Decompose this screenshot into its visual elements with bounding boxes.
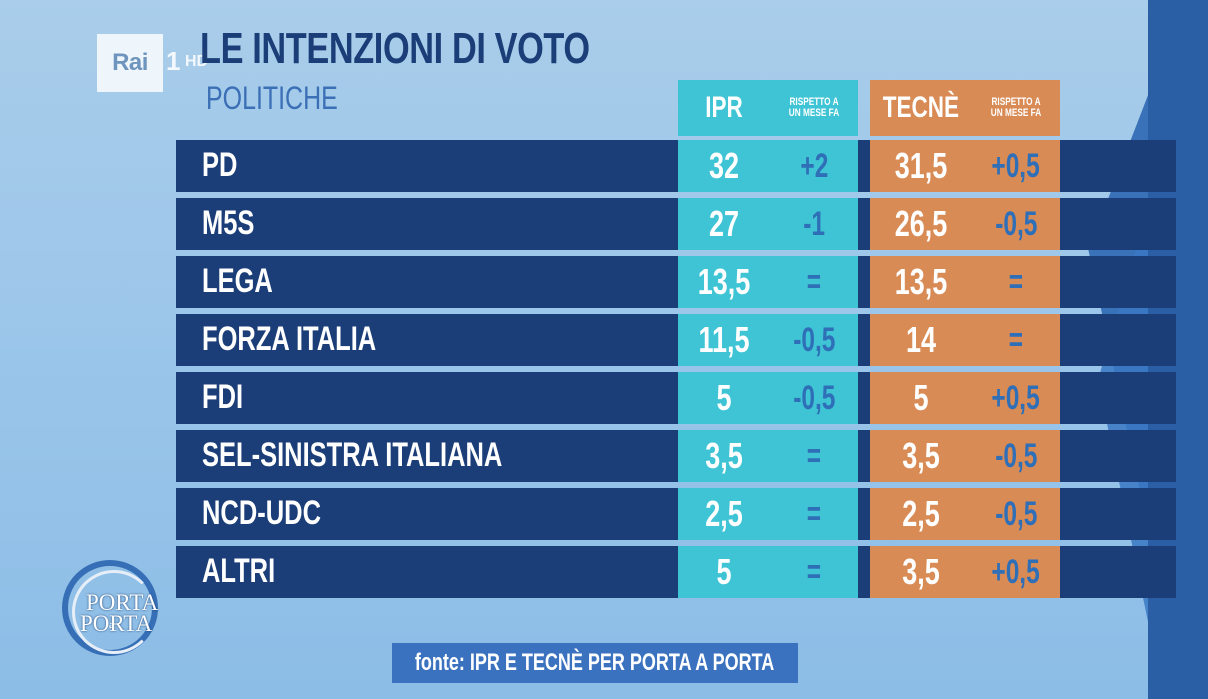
ipr-value-cell: 27 (678, 198, 770, 250)
ipr-delta: = (806, 436, 822, 475)
party-label: M5S (202, 204, 255, 242)
party-label: PD (202, 146, 238, 184)
ipr-delta: -0,5 (792, 378, 836, 417)
tecne-value: 3,5 (902, 551, 940, 592)
tecne-delta: +0,5 (991, 146, 1041, 185)
ipr-delta: -0,5 (792, 320, 836, 359)
ipr-value: 5 (716, 377, 732, 418)
table-row: M5S 27 -1 26,5 -0,5 (176, 198, 1176, 250)
ipr-delta: = (806, 552, 822, 591)
table-row: FORZA ITALIA 11,5 -0,5 14 = (176, 314, 1176, 366)
table-row: ALTRI 5 = 3,5 +0,5 (176, 546, 1176, 598)
party-label: NCD-UDC (202, 494, 321, 532)
ipr-value: 5 (716, 551, 732, 592)
tecne-delta: -0,5 (994, 494, 1038, 533)
chart-title: LE INTENZIONI DI VOTO (200, 24, 590, 73)
ipr-value-cell: 11,5 (678, 314, 770, 366)
ipr-delta-cell: -0,5 (770, 372, 858, 424)
ipr-delta: -1 (803, 204, 825, 243)
party-label: SEL-SINISTRA ITALIANA (202, 436, 503, 474)
tecne-delta: -0,5 (994, 436, 1038, 475)
tecne-delta: = (1008, 320, 1024, 359)
show-logo-word: PORTA (80, 611, 153, 636)
tecne-delta-cell: +0,5 (972, 546, 1060, 598)
party-label: ALTRI (202, 552, 276, 590)
party-label: FDI (202, 378, 244, 416)
ipr-value: 13,5 (697, 261, 751, 302)
tecne-value: 14 (905, 319, 937, 360)
ipr-delta-cell: -1 (770, 198, 858, 250)
tecne-value-cell: 5 (870, 372, 972, 424)
ipr-value-cell: 3,5 (678, 430, 770, 482)
tecne-delta-cell: +0,5 (972, 140, 1060, 192)
tecne-value-cell: 14 (870, 314, 972, 366)
tecne-value-cell: 3,5 (870, 430, 972, 482)
ipr-delta-cell: = (770, 546, 858, 598)
tecne-delta-cell: -0,5 (972, 430, 1060, 482)
tecne-delta: -0,5 (994, 204, 1038, 243)
ipr-delta-cell: +2 (770, 140, 858, 192)
tecne-delta-cell: +0,5 (972, 372, 1060, 424)
channel-logo: Rai (97, 34, 163, 92)
table-row: LEGA 13,5 = 13,5 = (176, 256, 1176, 308)
party-label: LEGA (202, 262, 273, 300)
column-header-tecne: TECNÈ (870, 80, 972, 136)
ipr-delta: = (806, 494, 822, 533)
tecne-value-cell: 2,5 (870, 488, 972, 540)
column-header-tecne-delta: RISPETTO A UN MESE FA (972, 80, 1060, 136)
tecne-delta: +0,5 (991, 552, 1041, 591)
tecne-value-cell: 3,5 (870, 546, 972, 598)
show-logo: PORTA PORTA a (58, 560, 188, 660)
ipr-value-cell: 13,5 (678, 256, 770, 308)
tecne-value-cell: 13,5 (870, 256, 972, 308)
ipr-value-cell: 2,5 (678, 488, 770, 540)
channel-hd-label: HD (185, 53, 209, 70)
ipr-value: 11,5 (698, 319, 750, 360)
tecne-delta: +0,5 (991, 378, 1041, 417)
ipr-value: 2,5 (705, 493, 743, 534)
chart-subtitle: POLITICHE (206, 80, 338, 116)
tecne-delta-cell: -0,5 (972, 198, 1060, 250)
party-label: FORZA ITALIA (202, 320, 377, 358)
show-logo-word: PORTA (86, 590, 159, 615)
ipr-delta: +2 (800, 146, 828, 185)
ipr-value: 32 (708, 145, 740, 186)
show-logo-ring (72, 570, 156, 654)
source-caption: fonte: IPR E TECNÈ PER PORTA A PORTA (392, 643, 798, 683)
tecne-delta-cell: = (972, 314, 1060, 366)
ipr-value-cell: 32 (678, 140, 770, 192)
tecne-value: 3,5 (902, 435, 940, 476)
tecne-value: 2,5 (902, 493, 940, 534)
column-header-ipr-delta: RISPETTO A UN MESE FA (770, 80, 858, 136)
column-header-ipr: IPR (678, 80, 770, 136)
tecne-delta-cell: = (972, 256, 1060, 308)
channel-number: 1 (166, 46, 181, 76)
tecne-value-cell: 26,5 (870, 198, 972, 250)
ipr-delta-cell: -0,5 (770, 314, 858, 366)
ipr-delta-cell: = (770, 488, 858, 540)
ipr-delta: = (806, 262, 822, 301)
tecne-value: 13,5 (894, 261, 948, 302)
table-row: SEL-SINISTRA ITALIANA 3,5 = 3,5 -0,5 (176, 430, 1176, 482)
table-row: NCD-UDC 2,5 = 2,5 -0,5 (176, 488, 1176, 540)
tecne-delta: = (1008, 262, 1024, 301)
tecne-value: 5 (913, 377, 929, 418)
tecne-value: 31,5 (894, 145, 948, 186)
tecne-value-cell: 31,5 (870, 140, 972, 192)
ipr-delta-cell: = (770, 256, 858, 308)
show-logo-connector: a (109, 619, 114, 631)
ipr-value-cell: 5 (678, 372, 770, 424)
channel-brand: Rai (112, 49, 148, 76)
ipr-delta-cell: = (770, 430, 858, 482)
ipr-value-cell: 5 (678, 546, 770, 598)
ipr-value: 3,5 (705, 435, 743, 476)
table-row: PD 32 +2 31,5 +0,5 (176, 140, 1176, 192)
tecne-delta-cell: -0,5 (972, 488, 1060, 540)
ipr-value: 27 (708, 203, 740, 244)
table-row: FDI 5 -0,5 5 +0,5 (176, 372, 1176, 424)
tecne-value: 26,5 (894, 203, 948, 244)
